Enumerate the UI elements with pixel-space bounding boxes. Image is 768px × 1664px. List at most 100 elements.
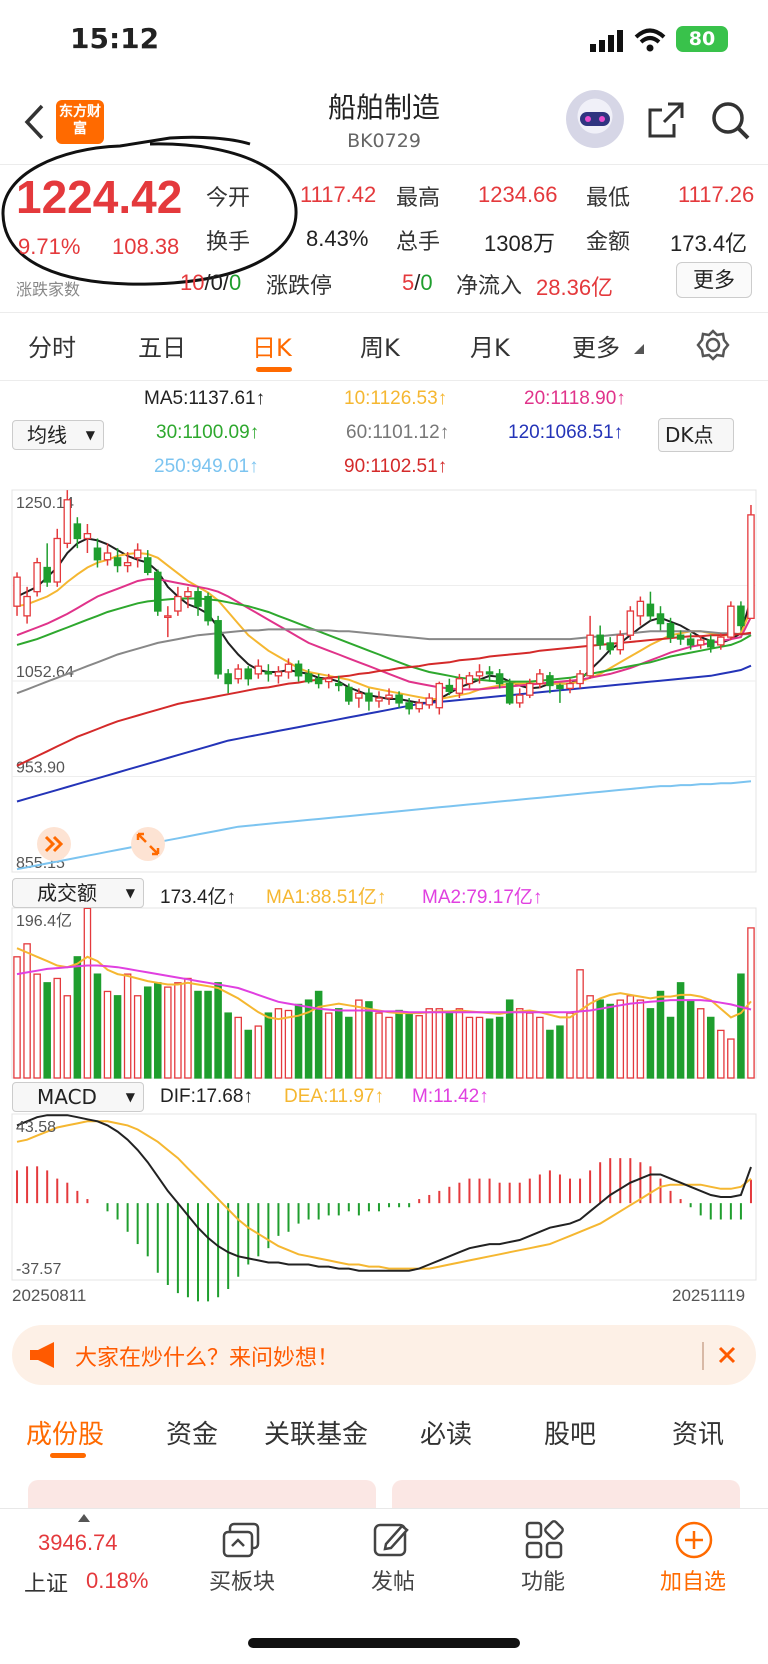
ai-banner[interactable]	[12, 1325, 756, 1385]
macd-dea-label: DEA:11.97↑	[284, 1086, 384, 1107]
candle-up	[536, 673, 544, 685]
candle-up	[284, 663, 293, 673]
candle-down	[204, 595, 212, 622]
app-logo: 东方财富	[56, 100, 104, 144]
expand-left-icon[interactable]	[36, 826, 72, 862]
volume-bar	[143, 986, 152, 1079]
volume-bar	[596, 999, 604, 1079]
nav-functions[interactable]: 功能	[520, 1570, 565, 1595]
candle-down	[194, 591, 202, 607]
volume-bar	[174, 982, 182, 1079]
volume-amount-label: 173.4亿↑	[160, 887, 237, 908]
volume-bar	[626, 995, 635, 1079]
tab-weekly-k[interactable]: 周K	[360, 334, 400, 362]
candle-up	[586, 634, 594, 677]
tab-news[interactable]: 资讯	[672, 1420, 725, 1450]
index-change[interactable]: 0.18%	[86, 1568, 149, 1593]
close-icon[interactable]	[716, 1344, 738, 1366]
low-label: 最低	[586, 186, 631, 211]
volume-bar	[93, 973, 102, 1079]
macd-axis-min-label: -37.57	[16, 1261, 61, 1278]
volume-bar	[324, 1012, 333, 1079]
low-value: 1117.26	[678, 182, 755, 207]
candle-down	[546, 675, 554, 687]
share-icon[interactable]	[646, 100, 686, 140]
tab-must-read[interactable]: 必读	[420, 1420, 473, 1450]
candle-up	[123, 562, 132, 567]
volume-bar	[636, 999, 645, 1079]
volume-bar	[314, 990, 323, 1079]
volume-bar	[224, 1012, 232, 1079]
tab-five-day[interactable]: 五日	[138, 334, 186, 362]
volume-bar	[23, 943, 31, 1079]
active-bottom-tab-underline	[50, 1453, 86, 1458]
ma60-label: 60:1101.12↑	[346, 422, 450, 443]
back-icon[interactable]	[22, 104, 48, 140]
updown-count: 10/0/0	[180, 270, 242, 295]
macd-dif-line	[16, 1114, 752, 1272]
tab-intraday[interactable]: 分时	[28, 334, 76, 362]
ma-selector-dropdown[interactable]: 均线 ▼	[12, 420, 104, 450]
volume-bar	[375, 1012, 383, 1079]
volume-bar	[53, 977, 62, 1079]
index-value[interactable]: 3946.74	[38, 1530, 118, 1555]
price-axis-label: 1250.14	[16, 495, 74, 512]
volume-bar	[133, 995, 142, 1079]
candle-up	[53, 537, 62, 583]
volume-bar	[103, 990, 112, 1079]
candle-up	[636, 600, 645, 617]
fullscreen-icon[interactable]	[130, 826, 166, 862]
content-card-right	[392, 1480, 740, 1510]
indicator-selector-volume[interactable]: 成交额 ▼	[12, 878, 144, 908]
volume-bar	[546, 1029, 554, 1079]
tab-funds[interactable]: 资金	[166, 1420, 219, 1450]
tab-daily-k[interactable]: 日K	[252, 334, 292, 362]
candle-up	[33, 562, 41, 593]
ma5-label: MA5:1137.61↑	[144, 388, 266, 409]
buy-sector-icon[interactable]	[220, 1520, 264, 1560]
volume-bar	[656, 990, 665, 1079]
add-watchlist-icon[interactable]	[674, 1520, 714, 1560]
volume-bar	[83, 907, 92, 1079]
index-name[interactable]: 上证	[24, 1572, 69, 1597]
nav-add-watchlist[interactable]: 加自选	[659, 1570, 726, 1595]
candle-up	[566, 682, 574, 690]
macd-dea-line	[16, 1120, 752, 1270]
ma-line-60	[16, 628, 752, 695]
ma-line-250	[16, 780, 752, 871]
candle-down	[405, 702, 413, 710]
banner-text[interactable]: 大家在炒什么？来问妙想！	[75, 1346, 340, 1371]
nav-buy-sector[interactable]: 买板块	[208, 1570, 275, 1595]
tab-related-funds[interactable]: 关联基金	[264, 1420, 369, 1450]
volume-bar	[566, 1012, 574, 1079]
tab-forum[interactable]: 股吧	[544, 1420, 597, 1450]
candle-up	[133, 549, 142, 559]
volume-bar	[334, 1008, 343, 1079]
quote-more-button[interactable]: 更多	[676, 262, 752, 298]
netflow-value: 28.36亿	[536, 275, 614, 300]
assistant-avatar[interactable]	[566, 90, 624, 148]
ma-line-30	[16, 597, 752, 683]
nav-post[interactable]: 发帖	[370, 1570, 415, 1595]
search-icon[interactable]	[710, 100, 752, 142]
indicator-selector-macd[interactable]: MACD ▼	[12, 1082, 144, 1112]
active-tab-underline	[256, 367, 292, 372]
candle-up	[515, 694, 524, 704]
tab-more[interactable]: 更多	[572, 334, 620, 362]
volume-ma2-line	[16, 964, 752, 1014]
high-label: 最高	[396, 186, 441, 211]
volume-bar	[244, 1029, 253, 1079]
settings-gear-icon[interactable]	[696, 328, 730, 362]
dk-point-button[interactable]: DK点	[658, 418, 734, 452]
functions-grid-icon[interactable]	[524, 1520, 564, 1560]
candle-down	[214, 620, 222, 675]
volume-bar	[676, 982, 685, 1079]
candle-up	[375, 697, 383, 702]
candle-up	[415, 702, 423, 710]
post-edit-icon[interactable]	[372, 1520, 412, 1560]
volume-bar	[686, 999, 695, 1079]
tab-constituents[interactable]: 成份股	[26, 1420, 105, 1450]
tab-monthly-k[interactable]: 月K	[470, 334, 510, 362]
candle-up	[63, 499, 72, 544]
kline-chart[interactable]: 1250.141052.64953.90855.15196.4亿43.58-37…	[0, 486, 768, 1306]
